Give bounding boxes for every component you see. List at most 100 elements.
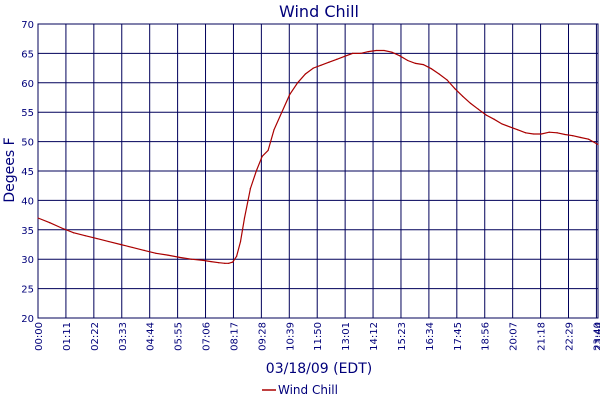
data-point xyxy=(399,55,401,57)
data-point xyxy=(224,262,226,264)
data-point xyxy=(525,132,527,134)
y-tick-label: 65 xyxy=(21,49,34,60)
data-point xyxy=(580,136,582,139)
x-tick-label: 13:01 xyxy=(341,322,352,351)
data-point xyxy=(572,135,574,137)
data-point xyxy=(249,188,251,190)
data-point xyxy=(96,238,98,240)
data-point xyxy=(517,129,519,131)
x-axis-ticks: 00:00 01:11 02:22 03:33 04:44 05:55 07:06 08:17… xyxy=(34,322,600,351)
y-tick-label: 55 xyxy=(21,108,34,119)
y-axis-ticks: 20 25 30 35 40 45 50 55 60 65 70 xyxy=(21,20,34,325)
x-tick-label: 04:44 xyxy=(146,322,157,351)
data-point xyxy=(391,51,393,53)
y-tick-label: 30 xyxy=(21,255,34,266)
data-point xyxy=(493,118,495,120)
x-tick-label: 23:40 xyxy=(592,322,600,351)
data-point xyxy=(167,254,169,256)
data-point xyxy=(267,149,269,152)
x-tick-label: 01:11 xyxy=(62,322,73,351)
data-point xyxy=(108,240,110,243)
x-tick-label: 20:07 xyxy=(509,322,520,351)
x-tick-label: 07:06 xyxy=(202,322,213,351)
data-point xyxy=(218,262,220,264)
data-point xyxy=(564,133,566,136)
x-tick-label: 22:29 xyxy=(565,322,576,351)
data-point xyxy=(304,73,307,75)
data-point xyxy=(352,52,354,55)
data-point xyxy=(131,246,133,249)
y-tick-label: 25 xyxy=(21,285,34,296)
x-tick-label: 10:39 xyxy=(285,322,296,351)
data-point xyxy=(509,126,511,128)
y-tick-label: 45 xyxy=(21,167,34,178)
data-point xyxy=(548,131,550,133)
x-tick-label: 15:23 xyxy=(397,322,408,351)
y-tick-label: 40 xyxy=(21,196,34,207)
data-point xyxy=(422,63,424,66)
data-point xyxy=(281,111,283,113)
x-tick-label: 17:45 xyxy=(453,322,464,351)
data-point xyxy=(454,88,456,90)
x-tick-label: 18:56 xyxy=(481,322,492,351)
x-tick-label: 23:44 xyxy=(594,322,600,351)
data-point xyxy=(228,262,230,264)
data-point xyxy=(344,55,346,57)
data-point xyxy=(235,255,238,257)
data-point xyxy=(407,59,409,62)
data-point xyxy=(501,123,503,125)
data-point xyxy=(383,49,385,52)
data-point xyxy=(49,222,51,224)
x-tick-label: 21:18 xyxy=(537,322,548,351)
data-point xyxy=(359,52,362,55)
data-point xyxy=(178,256,181,259)
data-point xyxy=(296,82,299,84)
x-tick-label: 03:33 xyxy=(118,322,129,351)
data-point xyxy=(261,155,263,157)
data-point xyxy=(328,61,330,63)
data-point xyxy=(37,217,39,219)
data-point xyxy=(597,143,599,146)
data-point xyxy=(320,64,322,66)
data-point xyxy=(273,129,275,131)
x-tick-label: 09:28 xyxy=(257,322,268,351)
chart-title: Wind Chill xyxy=(279,2,359,21)
data-point xyxy=(243,217,246,219)
data-point xyxy=(289,93,291,96)
x-tick-label: 00:00 xyxy=(34,322,45,351)
y-tick-label: 60 xyxy=(21,79,34,90)
y-tick-label: 50 xyxy=(21,138,34,149)
x-tick-label: 11:50 xyxy=(313,322,324,351)
data-point xyxy=(367,51,369,53)
data-point xyxy=(255,170,257,172)
data-point xyxy=(438,73,440,75)
plot-grid xyxy=(37,23,599,319)
data-point xyxy=(190,258,192,260)
data-point xyxy=(239,240,242,243)
data-point xyxy=(312,67,314,69)
x-tick-label: 05:55 xyxy=(174,322,185,351)
x-tick-label: 14:12 xyxy=(369,322,380,351)
data-point xyxy=(60,227,63,229)
data-point xyxy=(462,95,464,97)
data-point xyxy=(375,49,377,52)
y-tick-label: 20 xyxy=(21,314,34,325)
data-point xyxy=(587,138,590,140)
data-point xyxy=(143,249,145,251)
data-point xyxy=(336,58,338,60)
data-point xyxy=(414,62,417,64)
data-point xyxy=(84,235,86,237)
data-point xyxy=(210,260,212,263)
x-tick-label: 08:17 xyxy=(229,322,240,351)
data-point xyxy=(477,108,480,110)
data-point xyxy=(532,133,535,135)
data-point xyxy=(202,259,204,261)
data-point xyxy=(232,261,234,263)
data-point xyxy=(556,132,558,134)
x-tick-label: 16:34 xyxy=(425,322,436,351)
x-tick-label: 02:22 xyxy=(90,322,101,351)
data-point xyxy=(446,79,448,81)
y-tick-label: 70 xyxy=(21,20,34,31)
y-tick-label: 35 xyxy=(21,226,34,237)
